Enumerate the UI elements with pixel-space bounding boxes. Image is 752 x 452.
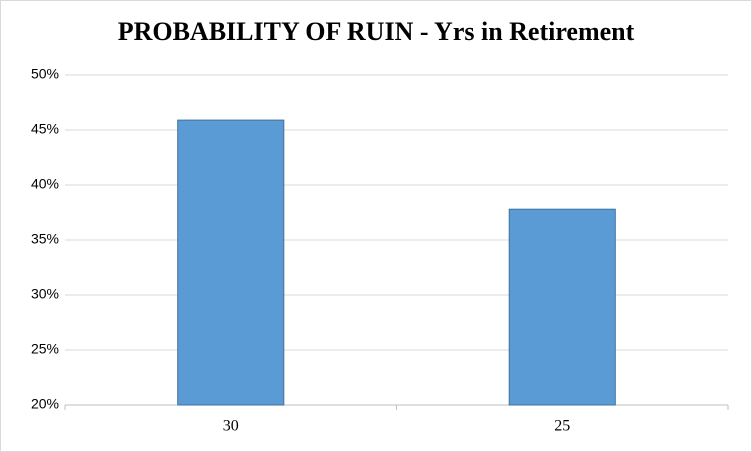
y-tick-label: 50% [31,66,59,82]
chart-title: PROBABILITY OF RUIN - Yrs in Retirement [118,17,635,46]
y-tick-label: 35% [31,231,59,247]
y-tick-label: 30% [31,286,59,302]
y-tick-label: 20% [31,396,59,412]
bar [508,208,616,406]
y-tick-label: 40% [31,176,59,192]
y-tick-label: 25% [31,341,59,357]
y-tick-label: 45% [31,121,59,137]
x-tick-label: 30 [223,418,239,435]
bar [177,119,285,406]
x-tick-label: 25 [554,418,570,435]
